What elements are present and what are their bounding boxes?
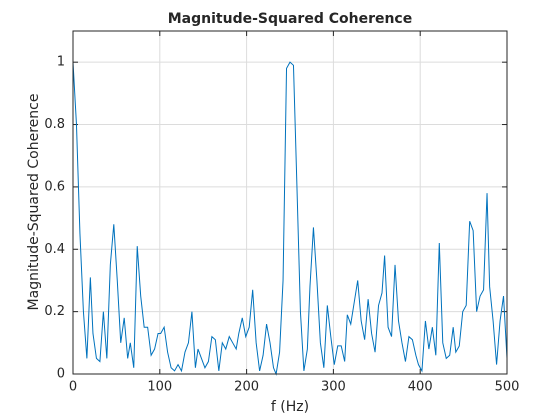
x-tick-label: 500 bbox=[495, 380, 520, 395]
x-tick-label: 100 bbox=[147, 380, 172, 395]
x-axis-label: f (Hz) bbox=[271, 399, 309, 415]
x-tick-label: 400 bbox=[408, 380, 433, 395]
y-tick-label: 0.6 bbox=[44, 179, 65, 194]
y-tick-label: 0.4 bbox=[44, 242, 65, 257]
axes-box bbox=[72, 30, 508, 375]
y-tick-label: 0.8 bbox=[44, 117, 65, 132]
x-tick-label: 200 bbox=[234, 380, 259, 395]
chart-title: Magnitude-Squared Coherence bbox=[168, 11, 412, 27]
x-tick-label: 0 bbox=[69, 380, 77, 395]
y-tick-label: 1 bbox=[57, 55, 65, 70]
y-tick-label: 0.2 bbox=[44, 304, 65, 319]
y-tick-label: 0 bbox=[57, 367, 65, 382]
y-axis-label: Magnitude-Squared Coherence bbox=[26, 94, 42, 311]
data-line bbox=[72, 61, 508, 376]
x-tick-label: 300 bbox=[321, 380, 346, 395]
